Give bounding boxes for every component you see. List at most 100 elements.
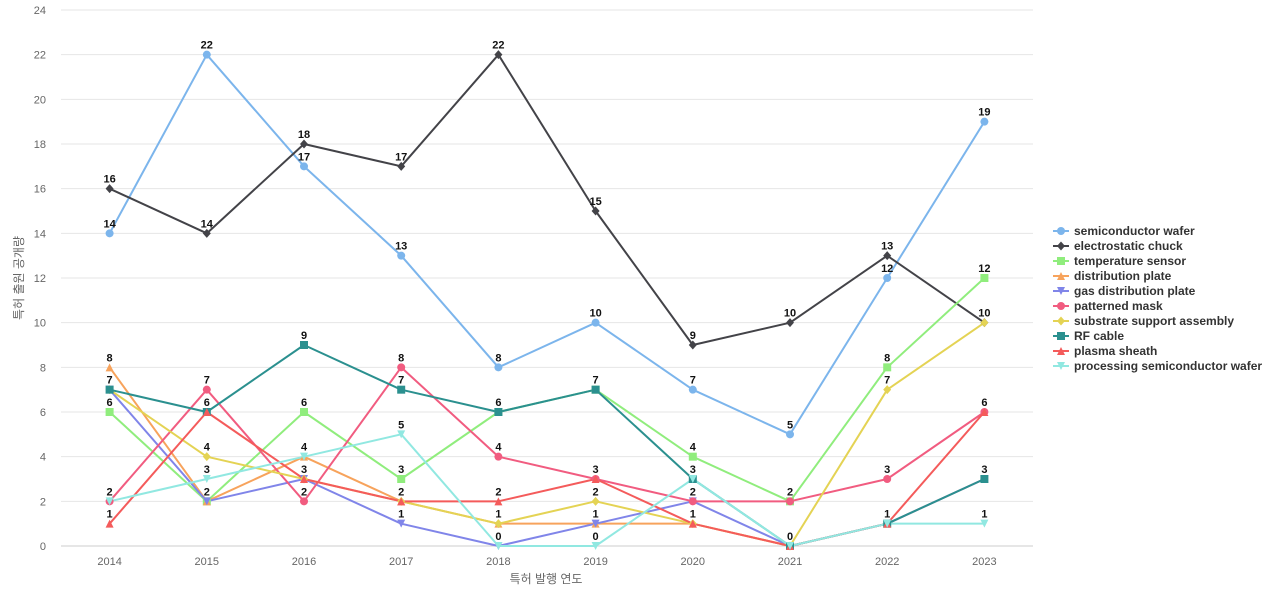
legend-item[interactable]: patterned mask [1053,299,1163,313]
legend-label: temperature sensor [1074,254,1186,268]
data-label: 5 [398,419,404,431]
data-label: 10 [784,308,796,320]
data-point [202,475,211,483]
data-point [494,497,503,506]
data-point [105,385,114,394]
data-point [300,452,308,461]
legend-item[interactable]: substrate support assembly [1053,314,1234,328]
legend-label: gas distribution plate [1074,284,1196,298]
data-label: 7 [398,375,404,387]
x-tick-label: 2016 [292,556,316,568]
data-label: 13 [881,241,893,253]
legend-item[interactable]: temperature sensor [1053,254,1186,268]
data-label: 19 [978,107,990,119]
series-markers [105,50,989,551]
legend-item[interactable]: electrostatic chuck [1053,239,1183,253]
data-label: 3 [301,464,307,476]
x-tick-label: 2019 [583,556,607,568]
data-label: 7 [690,375,696,387]
x-tick-label: 2018 [486,556,510,568]
data-label: 2 [690,486,696,498]
legend-item[interactable]: plasma sheath [1053,344,1157,358]
data-label: 8 [398,352,404,364]
series-line [108,433,986,547]
data-label: 5 [787,419,793,431]
data-point [202,50,211,59]
data-label: 22 [492,40,504,52]
data-point [591,318,600,327]
x-tick-label: 2022 [875,556,899,568]
data-point [980,408,989,416]
data-label: 6 [107,397,113,409]
data-label: 3 [398,464,404,476]
data-label: 1 [107,509,113,521]
legend-item[interactable]: semiconductor wafer [1053,224,1195,238]
x-tick-label: 2023 [972,556,996,568]
legend-marker-icon [1057,287,1065,295]
x-tick-label: 2014 [97,556,121,568]
series-line [108,53,986,436]
data-point [883,363,892,372]
data-label: 3 [690,464,696,476]
data-point [883,519,892,528]
data-point [688,452,697,461]
data-label: 7 [107,375,113,387]
legend-item[interactable]: distribution plate [1053,269,1172,283]
data-point [688,497,697,506]
data-point [105,229,114,238]
legend-item[interactable]: RF cable [1053,329,1124,343]
y-tick-label: 22 [34,50,46,62]
data-label: 22 [201,40,213,52]
data-label: 10 [978,308,990,320]
series-line [108,411,986,547]
data-label: 2 [593,486,599,498]
y-tick-label: 20 [34,94,46,106]
data-point [591,206,600,216]
data-point [591,385,600,394]
data-point [688,475,697,483]
data-point [397,363,406,372]
data-point [105,519,114,528]
legend-marker-icon [1057,302,1065,310]
data-label: 3 [884,464,890,476]
data-point [300,162,308,171]
data-label: 0 [593,531,599,543]
legend-item[interactable]: gas distribution plate [1053,284,1196,298]
y-tick-label: 0 [40,541,46,553]
data-label: 14 [201,218,214,230]
x-tick-label: 2020 [681,556,705,568]
data-point [591,542,600,550]
data-label: 8 [495,352,501,364]
data-point [494,50,503,60]
legend-item[interactable]: processing semiconductor wafer [1053,359,1262,373]
data-label: 2 [301,486,307,498]
y-tick-label: 14 [34,228,46,240]
data-point [397,519,406,528]
legend-label: semiconductor wafer [1074,224,1195,238]
data-label: 0 [787,531,793,543]
data-label: 1 [690,509,696,521]
x-tick-label: 2021 [778,556,802,568]
legend-label: electrostatic chuck [1074,239,1183,253]
y-tick-label: 4 [40,452,46,464]
data-point [786,542,794,550]
data-point [300,475,308,483]
data-point [494,542,503,550]
data-label: 2 [204,486,210,498]
data-label: 17 [298,151,310,163]
data-point [105,497,114,506]
data-labels: 1614876212214764321817964321713875321228… [103,40,990,543]
data-label: 12 [978,263,990,275]
data-label: 15 [589,196,601,208]
legend-label: RF cable [1074,329,1124,343]
data-point [883,274,892,282]
data-label: 4 [495,442,502,454]
data-label: 1 [495,509,501,521]
legend-marker-icon [1057,241,1065,251]
data-label: 9 [301,330,307,342]
x-axis: 2014 2015 2016 2017 2018 2019 2020 2021 2022 2023 [61,545,1033,568]
x-tick-label: 2017 [389,556,413,568]
y-tick-label: 18 [34,139,46,151]
data-point [202,452,211,462]
